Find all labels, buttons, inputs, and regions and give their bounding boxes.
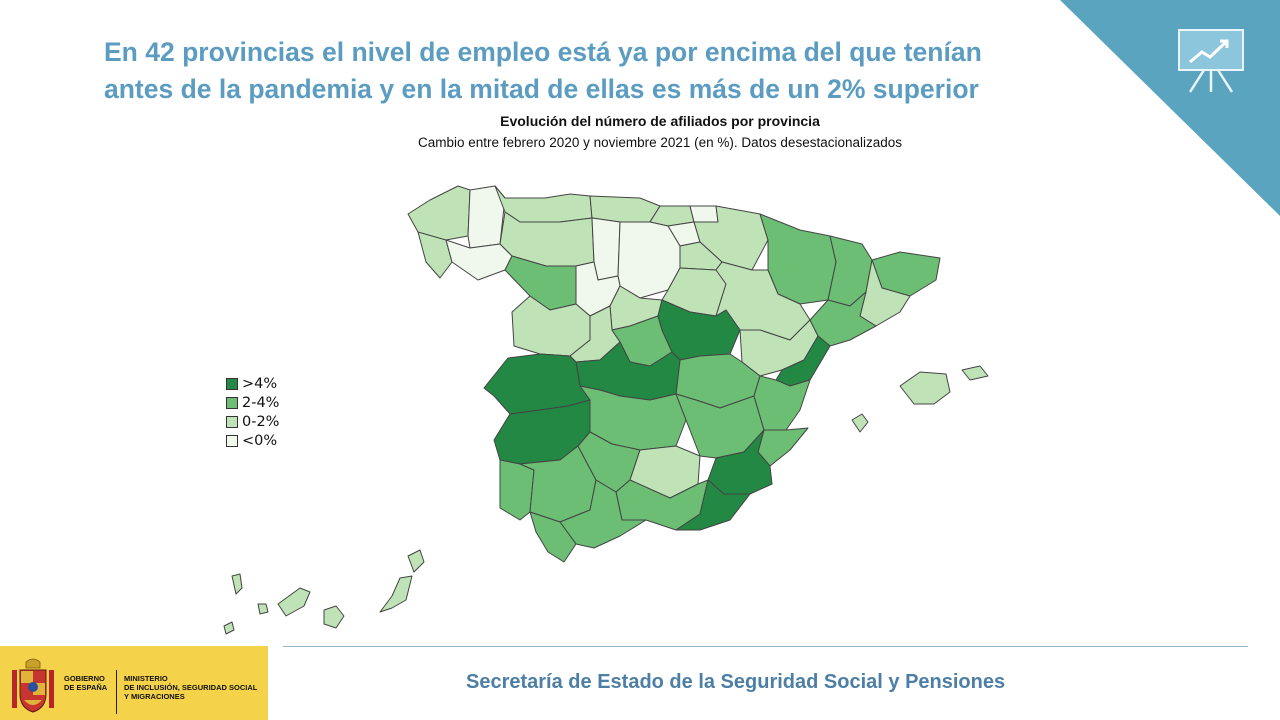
legend-swatch — [226, 396, 238, 409]
map-subtitle: Cambio entre febrero 2020 y noviembre 20… — [417, 135, 903, 150]
legend-label: <0% — [242, 432, 278, 449]
island-lanzarote — [407, 549, 425, 573]
map-legend: >4% 2-4% 0-2% <0% — [226, 374, 279, 450]
province-tarragona — [809, 291, 877, 347]
island-menorca — [961, 365, 989, 381]
map-title: Evolución del número de afiliados por pr… — [500, 113, 820, 129]
ministry-label: MINISTERIO DE INCLUSIÓN, SEGURIDAD SOCIA… — [124, 674, 257, 701]
province-huelva — [499, 459, 535, 521]
page-headline: En 42 provincias el nivel de empleo está… — [104, 34, 1064, 108]
island-ibiza — [851, 413, 869, 433]
province-cadiz — [529, 511, 577, 563]
province-a-coruna — [407, 185, 471, 243]
legend-label: 0-2% — [242, 413, 280, 430]
government-logo-block: GOBIERNO DE ESPAÑA MINISTERIO DE INCLUSI… — [0, 646, 268, 720]
ministry-line-3: Y MIGRACIONES — [124, 692, 185, 701]
headline-line-2: antes de la pandemia y en la mitad de el… — [104, 74, 979, 104]
ministry-line-1: MINISTERIO — [124, 674, 168, 683]
gobierno-line-1: GOBIERNO — [64, 674, 105, 683]
province-almeria — [675, 479, 751, 531]
legend-label: 2-4% — [242, 394, 280, 411]
legend-item: 0-2% — [226, 412, 279, 431]
legend-item: >4% — [226, 374, 279, 393]
province-huesca — [759, 213, 837, 305]
province-guadalajara — [657, 299, 741, 361]
ministry-line-2: DE INCLUSIÓN, SEGURIDAD SOCIAL — [124, 683, 258, 692]
province-valencia — [753, 375, 811, 431]
island-mallorca — [899, 371, 951, 405]
legend-swatch — [226, 377, 238, 390]
presentation-chart-icon — [1178, 29, 1244, 93]
province-malaga — [559, 479, 647, 549]
gobierno-line-2: DE ESPAÑA — [64, 683, 108, 692]
coat-of-arms-icon — [12, 658, 54, 713]
province-pontevedra — [417, 231, 453, 279]
gobierno-label: GOBIERNO DE ESPAÑA — [64, 674, 107, 692]
legend-label: >4% — [242, 375, 278, 392]
legend-swatch — [226, 434, 238, 447]
province-cantabria — [589, 195, 661, 223]
legend-item: <0% — [226, 431, 279, 450]
legend-item: 2-4% — [226, 393, 279, 412]
footer-divider — [283, 646, 1248, 647]
headline-line-1: En 42 provincias el nivel de empleo está… — [104, 37, 982, 67]
logo-divider — [116, 670, 117, 714]
legend-swatch — [226, 415, 238, 428]
island-gran-canaria — [323, 605, 345, 629]
island-la-gomera — [257, 603, 269, 615]
island-la-palma — [231, 573, 243, 595]
footer-title: Secretaría de Estado de la Seguridad Soc… — [466, 671, 1006, 693]
island-fuerteventura — [379, 575, 413, 613]
island-el-hierro — [223, 621, 235, 635]
province-gipuzkoa — [689, 205, 719, 223]
island-tenerife — [277, 587, 311, 617]
